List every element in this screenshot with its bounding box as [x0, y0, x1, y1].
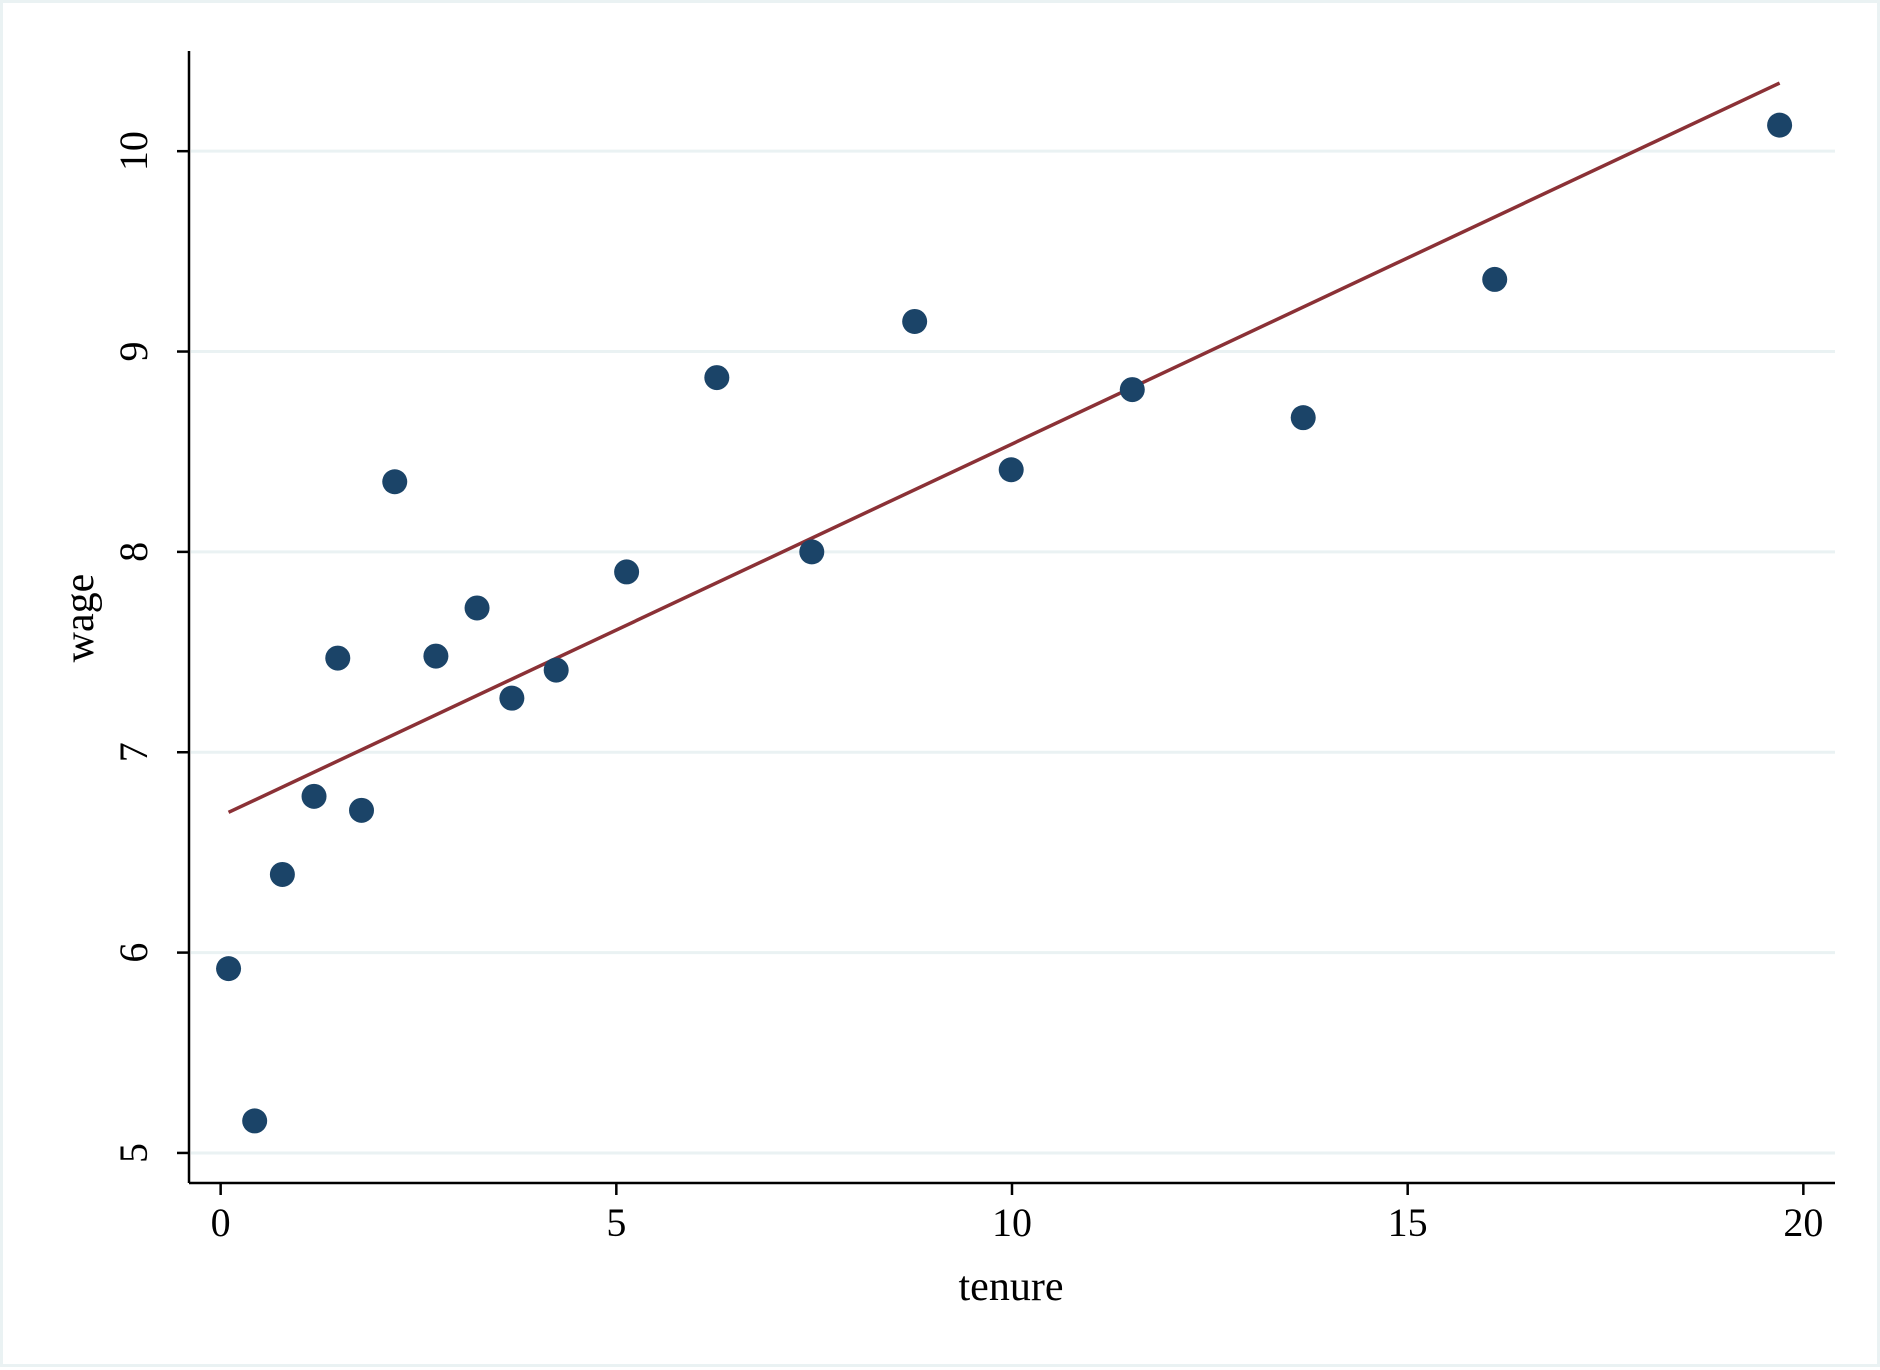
data-point-6 — [349, 797, 375, 823]
x-tick-label-5: 5 — [606, 1200, 626, 1245]
data-point-9 — [464, 595, 490, 621]
axes — [177, 51, 1835, 1195]
y-tick-label-10: 10 — [111, 131, 156, 171]
data-point-12 — [614, 559, 640, 585]
fit-line — [227, 81, 1781, 814]
y-tick-label-5: 5 — [111, 1143, 156, 1163]
data-point-2 — [242, 1108, 268, 1134]
scatter-chart: 5 6 7 8 9 10 0 5 10 15 20 tenure wage — [57, 51, 1835, 1310]
data-point-10 — [499, 685, 525, 711]
data-point-4 — [301, 783, 327, 809]
y-tick-label-9: 9 — [111, 342, 156, 362]
data-point-20 — [1767, 112, 1793, 138]
data-point-11 — [543, 657, 569, 683]
data-point-5 — [325, 645, 351, 671]
data-point-8 — [423, 643, 449, 669]
data-point-3 — [269, 861, 295, 887]
data-points — [216, 112, 1793, 1134]
x-tick-label-10: 10 — [992, 1200, 1032, 1245]
data-point-17 — [1119, 377, 1145, 403]
data-point-7 — [382, 469, 408, 495]
x-tick-label-20: 20 — [1783, 1200, 1823, 1245]
data-point-1 — [216, 956, 242, 982]
x-axis-title: tenure — [959, 1264, 1064, 1310]
data-point-16 — [998, 457, 1024, 483]
x-tick-label-15: 15 — [1388, 1200, 1428, 1245]
data-point-14 — [799, 539, 825, 565]
tick-labels: 5 6 7 8 9 10 0 5 10 15 20 — [111, 131, 1823, 1245]
data-point-13 — [704, 365, 730, 391]
y-tick-label-6: 6 — [111, 943, 156, 963]
data-point-19 — [1482, 266, 1508, 292]
gridlines — [191, 149, 1835, 1155]
x-tick-label-0: 0 — [211, 1200, 231, 1245]
data-point-18 — [1290, 405, 1316, 431]
y-tick-label-7: 7 — [111, 742, 156, 762]
data-point-15 — [902, 308, 928, 334]
fit-line-layer — [227, 81, 1781, 814]
y-tick-label-8: 8 — [111, 542, 156, 562]
y-axis-title: wage — [57, 574, 103, 663]
